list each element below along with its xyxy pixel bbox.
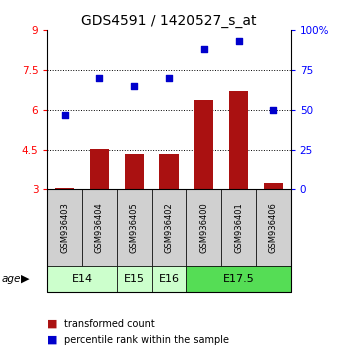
Text: GSM936406: GSM936406 [269, 202, 278, 253]
Text: GSM936401: GSM936401 [234, 202, 243, 253]
Point [62, 112, 67, 117]
Text: GSM936404: GSM936404 [95, 202, 104, 253]
Point [166, 75, 172, 81]
Point [236, 38, 241, 44]
Text: transformed count: transformed count [64, 319, 155, 329]
Text: GSM936403: GSM936403 [60, 202, 69, 253]
Text: E15: E15 [124, 274, 145, 284]
Bar [90, 149, 109, 189]
Bar [264, 183, 283, 189]
Point [201, 46, 207, 52]
Bar [160, 154, 178, 189]
Bar [125, 154, 144, 189]
Bar [229, 91, 248, 189]
Text: GDS4591 / 1420527_s_at: GDS4591 / 1420527_s_at [81, 14, 257, 28]
Text: percentile rank within the sample: percentile rank within the sample [64, 335, 229, 345]
Text: age: age [2, 274, 21, 284]
Point [271, 107, 276, 113]
Text: ■: ■ [47, 335, 58, 345]
Text: E17.5: E17.5 [223, 274, 255, 284]
Bar [194, 101, 213, 189]
Text: GSM936402: GSM936402 [165, 202, 173, 253]
Point [131, 83, 137, 88]
Text: GSM936405: GSM936405 [130, 202, 139, 253]
Point [97, 75, 102, 81]
Bar [55, 188, 74, 189]
Text: ■: ■ [47, 319, 58, 329]
Text: E14: E14 [72, 274, 93, 284]
Text: ▶: ▶ [21, 274, 30, 284]
Text: E16: E16 [159, 274, 179, 284]
Text: GSM936400: GSM936400 [199, 202, 208, 253]
